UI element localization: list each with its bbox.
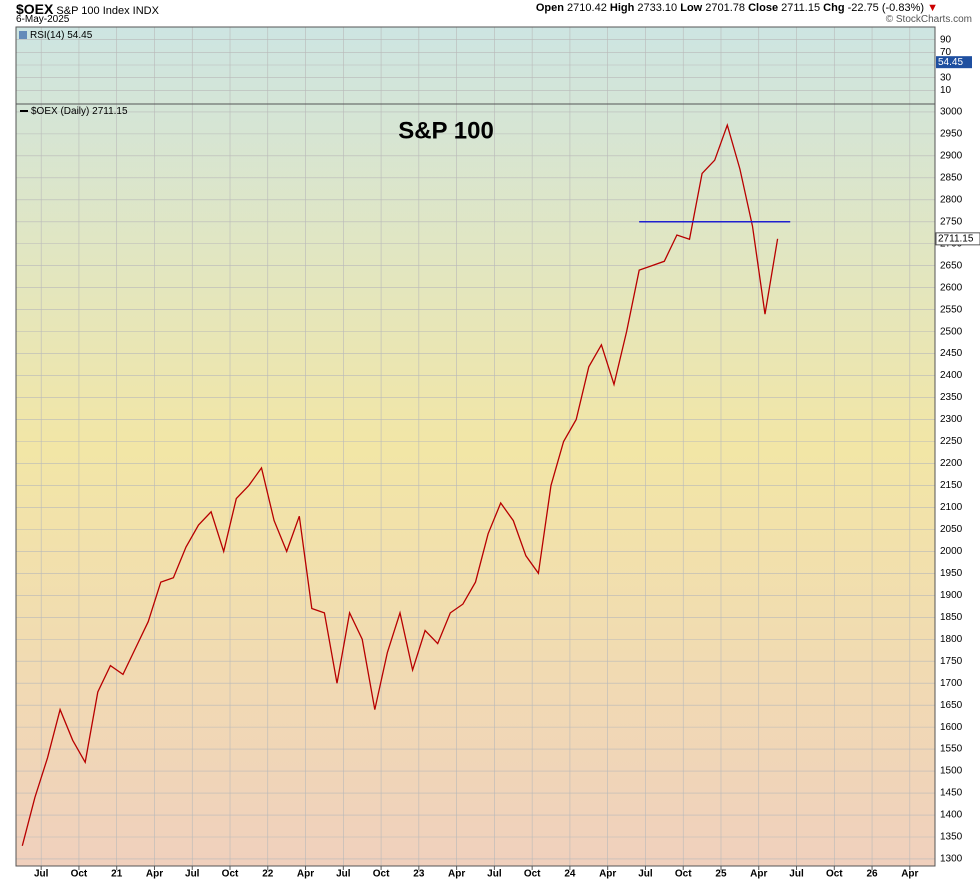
y-tick-label: 2450 [940,348,963,359]
y-tick-label: 1450 [940,788,963,799]
price-line [21,122,779,846]
x-tick-label: Oct [826,869,843,880]
plot-frame [15,26,936,867]
y-tick-label: 2900 [940,150,963,161]
x-tick-label: 24 [564,869,576,880]
open-label: Open [535,2,564,14]
y-tick-label: 2600 [940,282,963,293]
y-tick-label: 2650 [940,260,963,271]
x-tick-label: 25 [715,869,727,880]
x-tick-label: Jul [638,869,653,880]
x-tick-label: Oct [373,869,390,880]
y-tick-label: 1700 [940,678,963,689]
y-tick-label: 1900 [940,590,963,601]
legend-name: RSI(14) [30,30,64,41]
y-tick-label: 2750 [940,216,963,227]
date: 6-May-2025 [16,14,70,25]
y-tick-label: 1650 [940,700,963,711]
high-label: High [609,2,635,14]
annotation: S&P 100 [398,117,494,144]
last-value-box [935,232,980,246]
y-tick-label: 70 [940,47,952,58]
x-tick-label: 26 [866,869,878,880]
x-tick-label: Jul [185,869,200,880]
plot-background [16,27,935,866]
y-tick-label: 1400 [940,810,963,821]
x-tick-label: Apr [599,869,616,880]
x-tick-label: Jul [487,869,502,880]
exchange: INDX [132,5,159,17]
close-label: Close [748,2,779,14]
y-tick-label: 90 [940,34,952,45]
y-tick-label: 1350 [940,832,963,843]
y-tick-label: 2000 [940,546,963,557]
x-tick-label: 23 [413,869,425,880]
quote: Open 2710.42 High 2733.10 Low 2701.78 Cl… [536,2,938,14]
y-tick-label: 1500 [940,766,963,777]
y-tick-label: 30 [940,72,952,83]
legend-value: 54.45 [67,30,92,41]
down-arrow: ▼ [927,2,938,14]
y-tick-label: 2400 [940,370,963,381]
y-tick-label: 1850 [940,612,963,623]
instrument-name: S&P 100 Index [56,5,130,17]
change-label: Chg [823,2,845,14]
x-tick-label: Oct [71,869,88,880]
x-tick-label: Apr [750,869,767,880]
legend: $OEX (Daily) 2711.15 [31,106,128,117]
y-tick-label: 2200 [940,458,963,469]
close: 2711.15 [781,2,821,14]
y-tick-label: 10 [940,85,952,96]
legend-value: 2711.15 [92,106,128,117]
y-tick-label: 2500 [940,326,963,337]
y-tick-label: 1600 [940,722,963,733]
x-tick-label: Apr [448,869,465,880]
y-tick-label: 2150 [940,480,963,491]
y-tick-label: 1550 [940,744,963,755]
last-value-label: 2711.15 [938,233,974,244]
x-tick-label: Jul [336,869,351,880]
x-tick-label: Oct [222,869,239,880]
high: 2733.10 [637,2,678,14]
x-tick-label: Jul [34,869,49,880]
header: $OEX S&P 100 Index INDX 6-May-2025 Open … [0,0,980,27]
legend-swatch [19,31,27,39]
open: 2710.42 [567,2,607,14]
last-value-label: 54.45 [938,57,963,68]
y-tick-label: 2550 [940,304,963,315]
x-tick-label: Oct [675,869,692,880]
x-tick-label: Apr [297,869,314,880]
x-tick-label: Oct [524,869,541,880]
y-tick-label: 1300 [940,854,963,865]
copyright: © StockCharts.com [885,14,972,25]
x-tick-label: Jul [789,869,804,880]
y-tick-label: 2300 [940,414,963,425]
y-tick-label: 2050 [940,524,963,535]
y-tick-label: 2350 [940,392,963,403]
x-tick-label: 21 [111,869,123,880]
low-label: Low [680,2,703,14]
y-tick-label: 3000 [940,107,963,118]
x-tick-label: Apr [146,869,163,880]
symbol: $OEX [16,1,54,17]
y-tick-label: 1800 [940,634,963,645]
last-value-box [936,56,972,69]
y-tick-label: 2100 [940,502,963,513]
x-tick-label: 22 [262,869,274,880]
y-tick-label: 1750 [940,656,963,667]
legend-name: $OEX (Daily) [31,106,89,117]
y-tick-label: 2250 [940,436,963,447]
y-tick-label: 2950 [940,129,963,140]
y-tick-label: 2850 [940,172,963,183]
y-tick-label: 2800 [940,194,963,205]
change: -22.75 (-0.83%) [847,2,925,14]
x-tick-label: Apr [901,869,918,880]
symbol-line: $OEX S&P 100 Index INDX [16,1,159,17]
y-tick-label: 1950 [940,568,963,579]
legend: RSI(14) 54.45 [30,30,93,41]
low: 2701.78 [705,2,746,14]
